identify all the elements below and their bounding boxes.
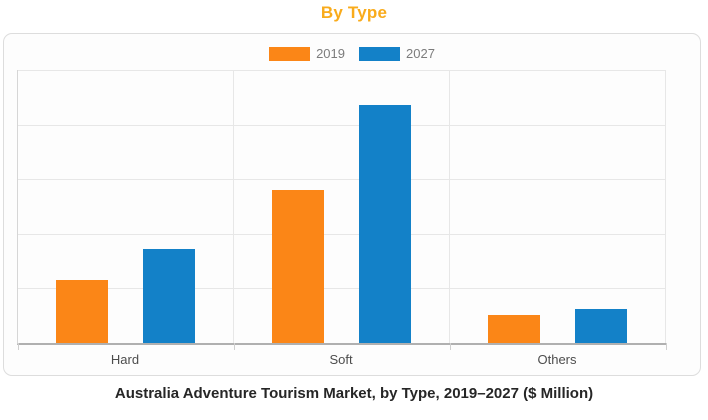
y-gridline: [18, 70, 666, 71]
x-axis-labels: Hard Soft Others: [17, 352, 665, 367]
legend-label-2019: 2019: [316, 46, 345, 61]
x-axis-tick: [450, 343, 451, 350]
legend-item-2019: 2019: [269, 46, 345, 61]
plot-area: [17, 70, 667, 350]
chart-card: 2019 2027 Hard Soft Others: [3, 33, 701, 376]
y-gridline: [18, 233, 666, 235]
category-column-hard: [18, 70, 234, 343]
x-axis-label-others: Others: [537, 352, 577, 367]
x-axis-tick: [18, 343, 19, 350]
bar-2027-others: [575, 308, 627, 343]
bar-2019-soft: [272, 190, 324, 343]
bar-2027-hard: [143, 249, 195, 343]
x-axis-tick: [666, 343, 667, 350]
y-gridline: [18, 288, 666, 290]
category-column-soft: [234, 70, 450, 343]
legend-item-2027: 2027: [359, 46, 435, 61]
x-axis-tick: [234, 343, 235, 350]
legend-label-2027: 2027: [406, 46, 435, 61]
y-gridline: [18, 179, 666, 181]
chart-caption: Australia Adventure Tourism Market, by T…: [114, 385, 594, 402]
x-axis-label-hard: Hard: [110, 352, 140, 367]
x-axis-label-soft: Soft: [329, 352, 353, 367]
bar-2019-others: [488, 314, 540, 343]
bar-2019-hard: [56, 279, 108, 343]
bar-2027-soft: [359, 104, 411, 343]
chart-title: By Type: [320, 3, 388, 22]
category-column-others: [450, 70, 666, 343]
legend-swatch-2027-icon: [359, 46, 400, 61]
chart-legend: 2019 2027: [4, 46, 700, 61]
legend-swatch-2019-icon: [269, 46, 311, 61]
y-gridline: [18, 124, 666, 126]
